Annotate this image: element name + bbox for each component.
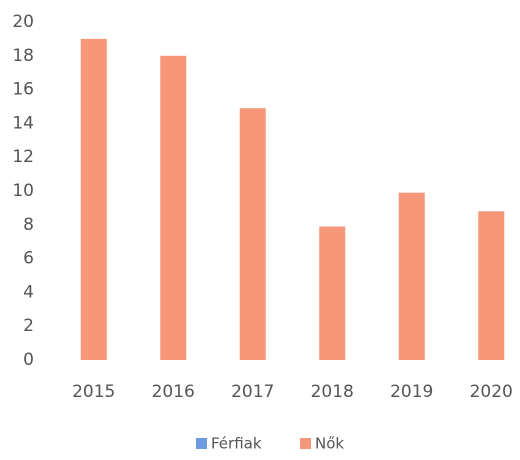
x-tick-label: 2019: [390, 382, 433, 402]
y-tick-label: 6: [23, 249, 34, 269]
y-tick-label: 16: [12, 80, 34, 100]
x-tick-label: 2018: [311, 382, 354, 402]
x-tick-label: 2016: [152, 382, 195, 402]
y-tick-label: 2: [23, 316, 34, 336]
y-tick-label: 14: [12, 113, 34, 133]
x-tick-label: 2015: [72, 382, 115, 402]
legend-swatch: [196, 438, 207, 449]
y-tick-label: 0: [23, 350, 34, 370]
legend-swatch: [300, 438, 311, 449]
y-tick-label: 4: [23, 282, 34, 302]
bar: [319, 226, 346, 360]
bar: [80, 38, 107, 361]
y-tick-label: 18: [12, 46, 34, 66]
bar: [398, 192, 425, 360]
y-tick-label: 12: [12, 147, 34, 167]
bar: [160, 55, 187, 361]
x-tick-label: 2020: [470, 382, 513, 402]
y-tick-label: 8: [23, 215, 34, 235]
legend-label: Férfiak: [211, 435, 262, 453]
bar: [239, 108, 266, 360]
y-tick-label: 20: [12, 12, 34, 32]
bar: [478, 211, 505, 360]
y-tick-label: 10: [12, 181, 34, 201]
legend-label: Nők: [315, 435, 344, 453]
x-tick-label: 2017: [231, 382, 274, 402]
